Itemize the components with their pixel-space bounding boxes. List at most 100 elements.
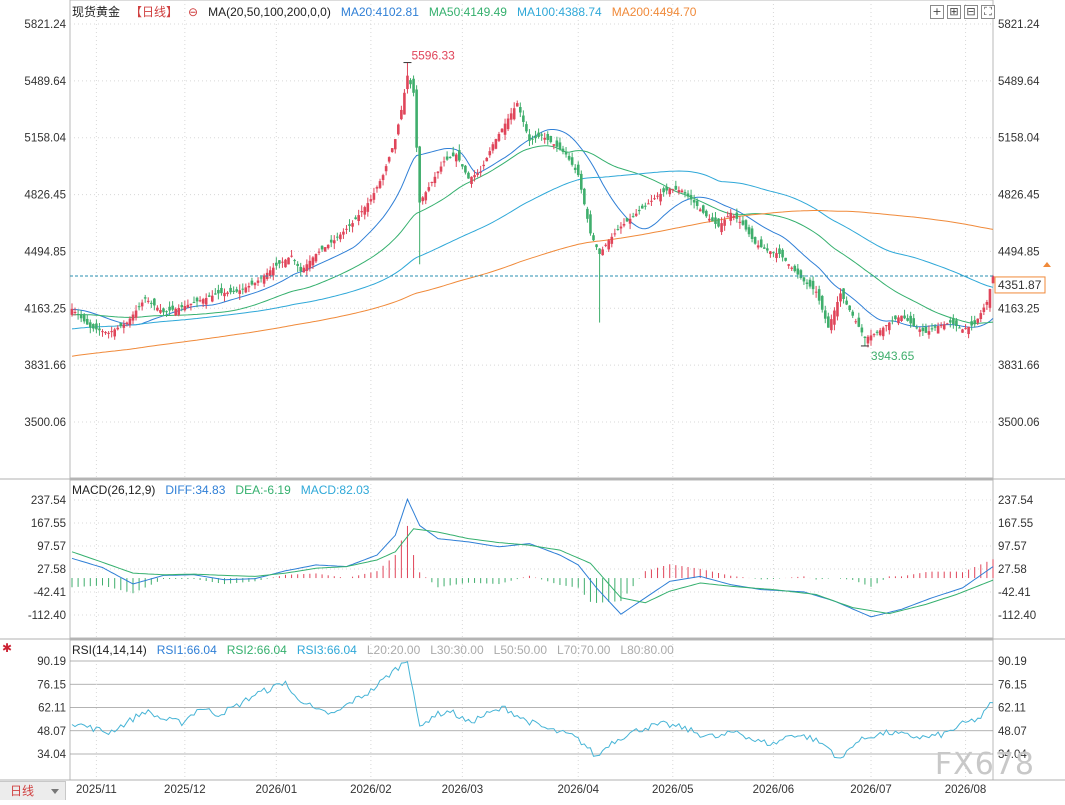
candle-body <box>845 300 848 305</box>
period-label: 【日线】 <box>130 5 178 19</box>
price-tick-right: 4826.45 <box>998 190 1040 202</box>
candle-body <box>842 288 845 299</box>
candle-body <box>284 259 287 268</box>
candle-body <box>342 231 345 235</box>
candle-body <box>827 316 830 328</box>
candle-body <box>778 248 781 254</box>
candle-body <box>159 309 162 313</box>
candle-body <box>930 328 934 330</box>
candle-body <box>320 245 324 250</box>
candle-body <box>921 327 925 332</box>
candle-body <box>613 233 617 235</box>
candle-body <box>92 324 95 329</box>
candle-body <box>503 123 507 135</box>
symbol-name: 现货黄金 <box>72 4 120 19</box>
ma20-value: MA20:4102.81 <box>341 5 419 19</box>
macd-tick-right: 237.54 <box>998 495 1034 507</box>
candle-body <box>485 157 489 162</box>
candle-body <box>564 151 568 155</box>
candle-body <box>662 188 665 193</box>
candle-body <box>476 173 479 175</box>
period-selector[interactable]: 日线 <box>0 781 66 800</box>
candle-body <box>134 310 138 318</box>
candle-body <box>769 251 772 255</box>
candle-body <box>201 299 205 304</box>
candle-body <box>674 185 678 190</box>
candle-body <box>354 217 357 220</box>
candle-body <box>976 318 980 323</box>
candle-body <box>668 188 672 195</box>
candle-body <box>357 215 360 221</box>
rsi-tick-left: 76.15 <box>37 679 66 691</box>
candle-body <box>644 205 647 207</box>
candle-body <box>933 326 937 328</box>
candle-body <box>488 151 492 156</box>
candle-body <box>448 157 452 159</box>
candle-body <box>830 319 833 331</box>
candle-body <box>964 328 967 330</box>
rsi-l80-value: L80:80.00 <box>620 643 674 657</box>
candle-body <box>656 195 659 197</box>
candle-body <box>241 288 245 290</box>
candle-body <box>650 200 653 202</box>
rsi-l30-value: L30:30.00 <box>430 643 484 657</box>
price-tick-left: 3831.66 <box>24 360 66 372</box>
candle-body <box>567 155 571 160</box>
candle-body <box>683 192 687 194</box>
candle-body <box>186 304 190 308</box>
candle-body <box>991 276 995 284</box>
candle-body <box>162 308 165 313</box>
candle-body <box>192 302 196 304</box>
candle-body <box>149 302 153 304</box>
macd-params-label: MACD(26,12,9) <box>72 483 155 497</box>
candle-body <box>823 310 827 319</box>
candle-body <box>793 265 797 272</box>
candle-body <box>332 240 336 244</box>
candle-body <box>720 223 723 233</box>
chart-toolbar: + ⊞ ⊟ ⛶ <box>930 5 995 19</box>
settings-gear-icon[interactable]: ✱ <box>2 641 13 655</box>
candle-body <box>784 257 787 261</box>
candle-body <box>451 152 455 157</box>
watermark: FX678 <box>934 747 1035 782</box>
candle-body <box>555 140 559 147</box>
price-tick-right: 4163.25 <box>998 303 1040 315</box>
zoom-in-icon[interactable]: ⊞ <box>947 5 961 19</box>
candle-body <box>979 313 983 320</box>
rsi-l50-value: L50:50.00 <box>494 643 548 657</box>
macd-dea-value: DEA:-6.19 <box>235 483 291 497</box>
rsi-params-label: RSI(14,14,14) <box>72 643 147 657</box>
candle-body <box>985 301 989 305</box>
price-tick-left: 5821.24 <box>24 19 66 31</box>
candle-body <box>671 189 675 191</box>
candle-body <box>970 321 973 326</box>
candle-body <box>143 297 147 299</box>
time-tick-label: 2026/02 <box>350 784 392 796</box>
candle-body <box>701 205 705 213</box>
candle-body <box>198 300 202 302</box>
macd-tick-right: -42.41 <box>998 587 1031 599</box>
candle-body <box>458 150 461 161</box>
candle-body <box>695 200 699 206</box>
candle-body <box>634 213 638 216</box>
candle-body <box>875 331 879 333</box>
candle-body <box>110 331 113 333</box>
candle-body <box>339 234 342 240</box>
candle-body <box>958 327 961 329</box>
candle-body <box>253 283 257 286</box>
candle-body <box>756 245 760 248</box>
rsi-tick-right: 62.11 <box>998 703 1026 715</box>
macd-diff-value: DIFF:34.83 <box>165 483 225 497</box>
fullscreen-icon[interactable]: ⛶ <box>981 5 995 19</box>
candle-body <box>95 323 98 330</box>
crosshair-icon[interactable]: + <box>930 5 944 19</box>
ma-params-label: MA(20,50,100,200,0,0) <box>208 5 331 19</box>
zoom-out-icon[interactable]: ⊟ <box>964 5 978 19</box>
price-tick-left: 4494.85 <box>24 246 66 258</box>
price-tick-left: 5489.64 <box>24 76 66 88</box>
candle-body <box>268 270 272 277</box>
candle-body <box>512 108 516 120</box>
ma100-line <box>71 170 994 330</box>
time-tick-label: 2025/11 <box>76 784 117 796</box>
